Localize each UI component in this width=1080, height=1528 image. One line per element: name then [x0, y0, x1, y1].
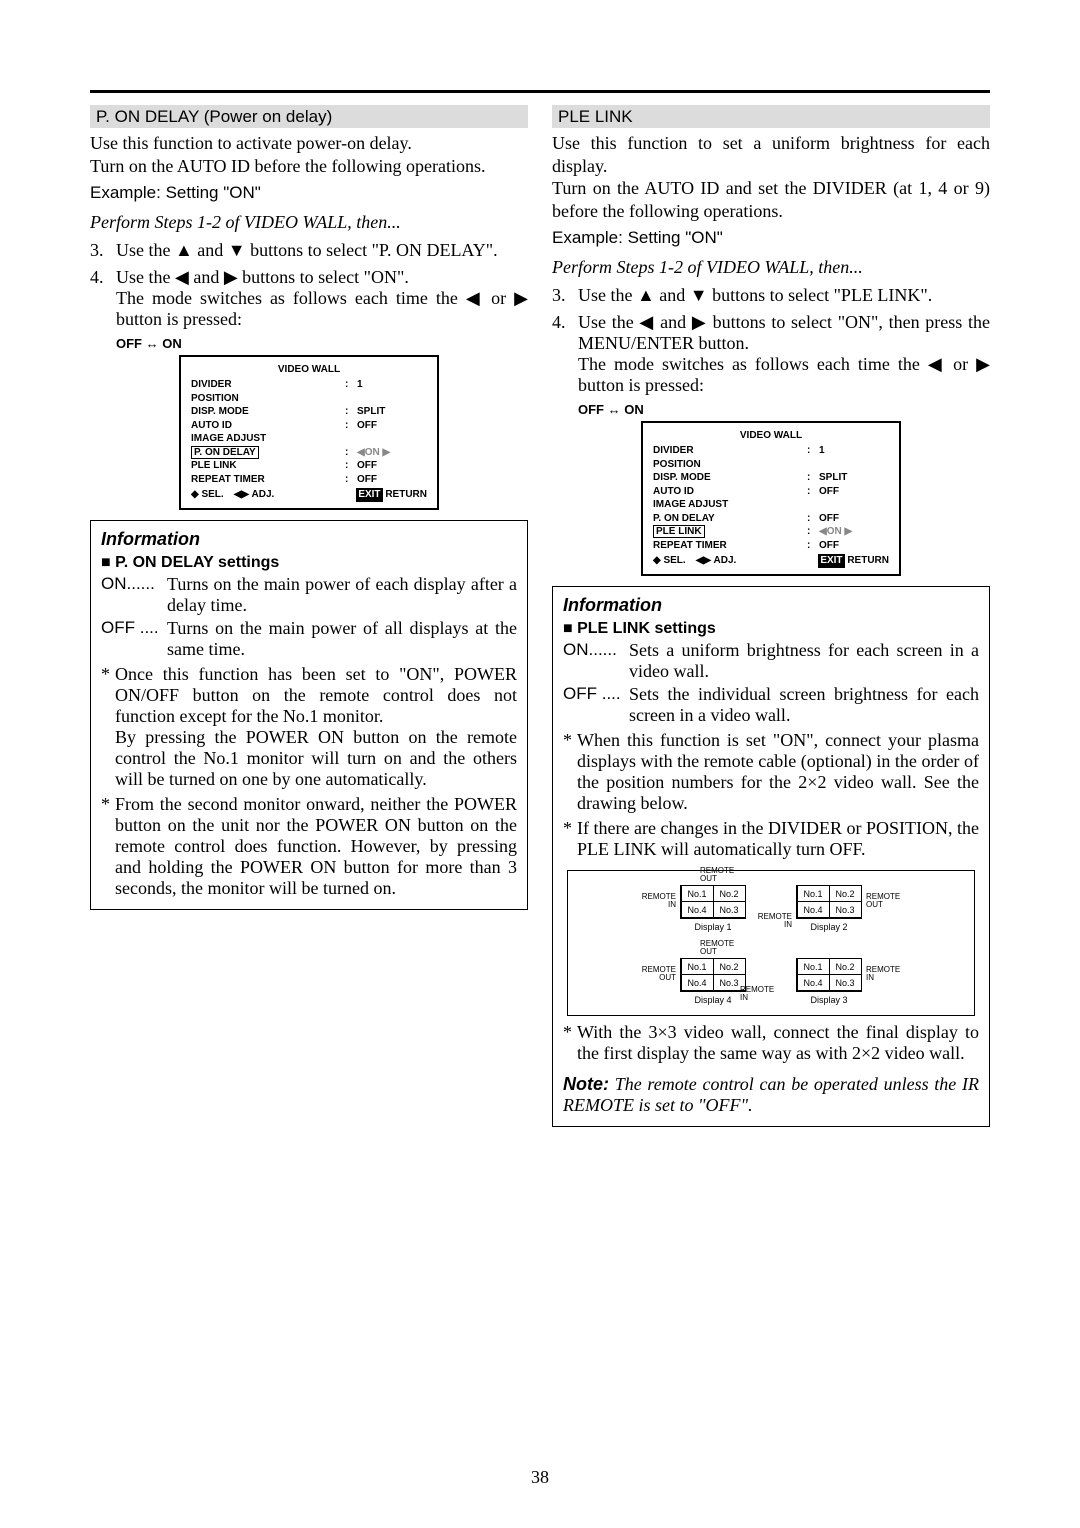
page-number: 38 — [0, 1467, 1080, 1488]
port-label: REMOTEIN — [740, 986, 774, 1002]
note-item: *If there are changes in the DIVIDER or … — [563, 818, 979, 860]
definition-on: ON......Turns on the main power of each … — [101, 574, 517, 616]
step-line: Use the ◀ and ▶ buttons to select "ON", … — [578, 312, 990, 353]
port-label: REMOTEOUT — [866, 893, 904, 909]
step-number: 4. — [552, 312, 568, 396]
step-4: 4. Use the ◀ and ▶ buttons to select "ON… — [90, 267, 528, 330]
osd-footer: ◆ SEL. ◀▶ ADJ. EXIT RETURN — [653, 554, 889, 568]
left-column: P. ON DELAY (Power on delay) Use this fu… — [90, 105, 528, 1127]
osd-rows: DIVIDER:1POSITIONDISP. MODE:SPLITAUTO ID… — [653, 444, 889, 552]
port-label: REMOTEIN — [638, 893, 676, 909]
info-heading: Information — [101, 529, 517, 550]
step-number: 3. — [552, 285, 568, 306]
definition-on: ON......Sets a uniform brightness for ea… — [563, 640, 979, 682]
note-item: *When this function is set "ON", connect… — [563, 730, 979, 814]
step-line: The mode switches as follows each time t… — [116, 288, 528, 329]
section-header: P. ON DELAY (Power on delay) — [90, 105, 528, 128]
display-unit: REMOTEOUT REMOTEIN REMOTEOUT No.1No.2No.… — [680, 958, 746, 1005]
step-number: 4. — [90, 267, 106, 330]
perform-text: Perform Steps 1-2 of VIDEO WALL, then... — [90, 211, 528, 234]
step-text: Use the ◀ and ▶ buttons to select "ON", … — [578, 312, 990, 396]
note-text: Note: The remote control can be operated… — [563, 1074, 979, 1116]
display-label: Display 3 — [796, 995, 862, 1005]
paragraph: Turn on the AUTO ID before the following… — [90, 155, 528, 178]
osd-footer: ◆ SEL. ◀▶ ADJ. EXIT RETURN — [191, 488, 427, 502]
paragraph: Turn on the AUTO ID and set the DIVIDER … — [552, 177, 990, 222]
information-box: Information ■ P. ON DELAY settings ON...… — [90, 520, 528, 910]
info-heading: Information — [563, 595, 979, 616]
toggle-text: OFF ↔ ON — [578, 402, 990, 417]
top-rule — [90, 90, 990, 93]
right-column: PLE LINK Use this function to set a unif… — [552, 105, 990, 1127]
display-label: Display 2 — [796, 922, 862, 932]
osd-menu: VIDEO WALL DIVIDER:1POSITIONDISP. MODE:S… — [641, 421, 901, 576]
note-item: *Once this function has been set to "ON"… — [101, 664, 517, 790]
display-unit: REMOTEIN REMOTEOUT No.1No.2No.4No.3 Disp… — [680, 885, 746, 932]
osd-title: VIDEO WALL — [653, 429, 889, 443]
section-header: PLE LINK — [552, 105, 990, 128]
step-4: 4. Use the ◀ and ▶ buttons to select "ON… — [552, 312, 990, 396]
port-label: REMOTEOUT — [700, 867, 734, 883]
step-line: The mode switches as follows each time t… — [578, 354, 990, 395]
osd-title: VIDEO WALL — [191, 363, 427, 377]
connection-diagram: REMOTEIN REMOTEOUT No.1No.2No.4No.3 Disp… — [567, 870, 975, 1016]
display-unit: REMOTEIN No.1No.2No.4No.3 Display 3 — [796, 958, 862, 1005]
paragraph: Use this function to activate power-on d… — [90, 132, 528, 155]
step-text: Use the ◀ and ▶ buttons to select "ON". … — [116, 267, 528, 330]
step-3: 3. Use the ▲ and ▼ buttons to select "PL… — [552, 285, 990, 306]
port-label: REMOTEOUT — [700, 940, 734, 956]
example-label: Example: Setting "ON" — [552, 228, 990, 248]
definition-off: OFF ....Turns on the main power of all d… — [101, 618, 517, 660]
step-text: Use the ▲ and ▼ buttons to select "PLE L… — [578, 285, 990, 306]
manual-page: P. ON DELAY (Power on delay) Use this fu… — [0, 0, 1080, 1167]
note-item: *With the 3×3 video wall, connect the fi… — [563, 1022, 979, 1064]
port-label: REMOTEIN — [866, 966, 904, 982]
display-unit: REMOTEIN REMOTEOUT No.1No.2No.4No.3 Disp… — [796, 885, 862, 932]
port-label: REMOTEOUT — [638, 966, 676, 982]
display-label: Display 4 — [680, 995, 746, 1005]
paragraph: Use this function to set a uniform brigh… — [552, 132, 990, 177]
info-subheading: ■ P. ON DELAY settings — [101, 554, 517, 572]
osd-rows: DIVIDER:1POSITIONDISP. MODE:SPLITAUTO ID… — [191, 378, 427, 486]
step-number: 3. — [90, 240, 106, 261]
step-text: Use the ▲ and ▼ buttons to select "P. ON… — [116, 240, 528, 261]
perform-text: Perform Steps 1-2 of VIDEO WALL, then... — [552, 256, 990, 279]
example-label: Example: Setting "ON" — [90, 183, 528, 203]
information-box: Information ■ PLE LINK settings ON......… — [552, 586, 990, 1127]
port-label: REMOTEIN — [754, 913, 792, 929]
info-subheading: ■ PLE LINK settings — [563, 620, 979, 638]
note-item: *From the second monitor onward, neither… — [101, 794, 517, 899]
step-line: Use the ◀ and ▶ buttons to select "ON". — [116, 267, 409, 287]
osd-menu: VIDEO WALL DIVIDER:1POSITIONDISP. MODE:S… — [179, 355, 439, 510]
toggle-text: OFF ↔ ON — [116, 336, 528, 351]
definition-off: OFF ....Sets the individual screen brigh… — [563, 684, 979, 726]
step-3: 3. Use the ▲ and ▼ buttons to select "P.… — [90, 240, 528, 261]
display-label: Display 1 — [680, 922, 746, 932]
